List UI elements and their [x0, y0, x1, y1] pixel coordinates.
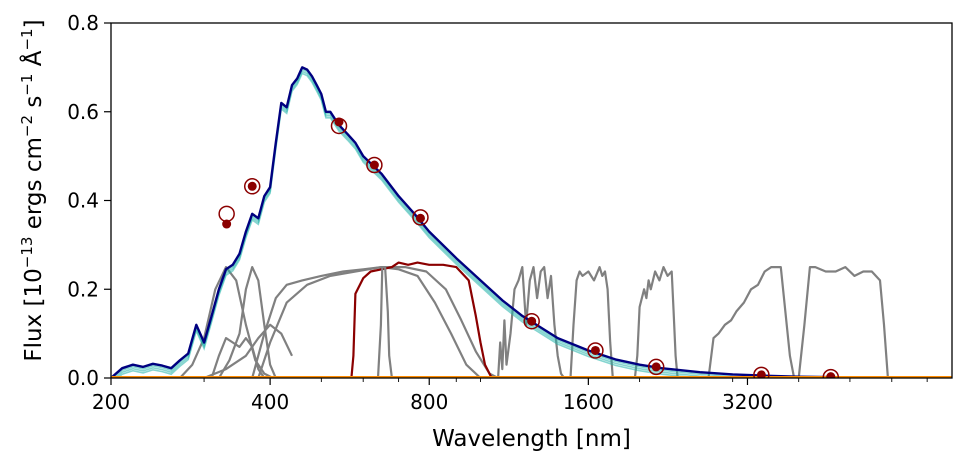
model-flux-point [369, 160, 379, 170]
model-flux-point [222, 219, 232, 229]
y-tick-label: 0.2 [67, 277, 99, 301]
spectrum-sample-1 [116, 72, 709, 378]
spectrum-sample-2 [114, 70, 743, 378]
x-tick-label: 3200 [722, 390, 773, 414]
observed-flux-point [412, 209, 429, 226]
y-tick-label: 0.0 [67, 366, 99, 390]
axis-ticks: 200 400 800 1600 3200 0.0 0.2 0.4 0.6 0.8 [67, 11, 928, 414]
spectrum-line [111, 66, 952, 378]
x-tick-label: 800 [410, 390, 448, 414]
model-flux-point [590, 345, 600, 355]
filter-curve-gaia [350, 261, 493, 378]
observed-flux-point [218, 205, 235, 223]
x-tick-label: 400 [251, 390, 289, 414]
observed-flux-point [587, 342, 604, 359]
filter-curve-j [497, 266, 566, 378]
y-tick-label: 0.6 [67, 100, 99, 124]
y-axis-label: Flux [10−13 ergs cm−2 s−1 Å−1] [18, 19, 47, 361]
x-tick-label: 200 [92, 390, 130, 414]
filter-curve-u [203, 323, 293, 378]
observed-flux-point [523, 312, 540, 330]
filter-curve-b [251, 266, 482, 378]
filter-curve-w2 [797, 266, 889, 378]
observed-flux-point [330, 117, 348, 135]
observed-flux-point [647, 358, 665, 376]
observed-flux-point [753, 366, 770, 378]
filter-curve-uv-w2 [179, 266, 282, 378]
model-flux-point [756, 370, 766, 378]
spectrum-sample-3 [112, 68, 808, 378]
x-axis-label: Wavelength [nm] [432, 426, 631, 452]
x-tick-label: 1600 [563, 390, 614, 414]
filter-curve-w1 [707, 266, 796, 378]
y-tick-label: 0.4 [67, 189, 99, 213]
filter-curve-ks [633, 266, 679, 378]
model-flux-point [247, 181, 257, 191]
filter-curve-h [569, 266, 614, 378]
model-flux-point [334, 117, 344, 127]
model-flux-point [527, 316, 537, 326]
model-flux-point [415, 213, 425, 223]
model-flux-point [651, 362, 661, 372]
observed-flux-point [366, 156, 383, 174]
observed-flux-point [243, 178, 261, 195]
filter-curve-narrow-r [376, 266, 393, 378]
observed-flux-point [822, 368, 840, 378]
y-tick-label: 0.8 [67, 11, 99, 35]
model-flux-point [826, 372, 836, 378]
plot-area [111, 66, 952, 378]
